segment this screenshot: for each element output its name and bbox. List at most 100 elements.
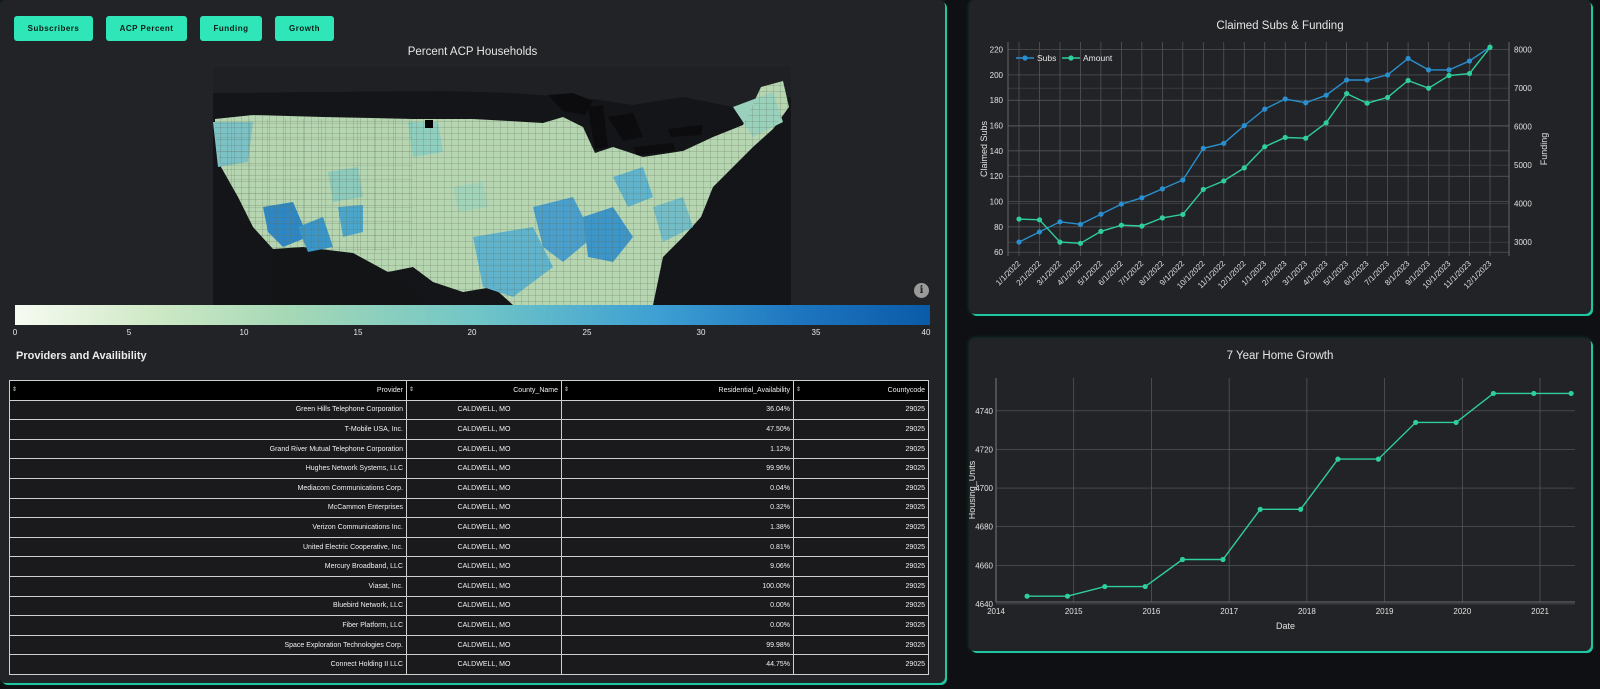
acp-map-panel: Subscribers ACP Percent Funding Growth P… bbox=[0, 0, 945, 683]
chart-title: Claimed Subs & Funding bbox=[1216, 20, 1344, 32]
table-row[interactable]: Connect Holding II LLC CALDWELL, MO 44.75%… bbox=[9, 654, 929, 675]
legend-label-subs: Subs bbox=[1037, 53, 1056, 63]
data-point-housing-units bbox=[1568, 390, 1574, 397]
series-line-housing-units bbox=[1027, 392, 1572, 597]
y-tick-label: 180 bbox=[990, 96, 1004, 105]
table-row[interactable]: Verizon Communications Inc. CALDWELL, MO 1… bbox=[9, 517, 929, 538]
table-row[interactable]: Mercury Broadband, LLC CALDWELL, MO 9.06% 2… bbox=[9, 556, 929, 577]
cell-countycode: 29025 bbox=[793, 634, 929, 656]
data-point-housing-units bbox=[1257, 506, 1263, 512]
table-row[interactable]: Mediacom Communications Corp. CALDWELL, M… bbox=[9, 477, 929, 499]
x-tick-label: 2014 bbox=[987, 607, 1005, 616]
cell-county-name: CALDWELL, MO bbox=[406, 556, 562, 577]
data-point-subs bbox=[1303, 100, 1309, 106]
home-growth-chart[interactable]: 4640 4660 4680 4700 4720 4740 2014 2015 2016 2017… bbox=[969, 338, 1591, 651]
table-row[interactable]: United Electric Cooperative, Inc. CALDWEL… bbox=[9, 536, 929, 558]
data-point-amount bbox=[1036, 217, 1043, 223]
data-point-housing-units bbox=[1142, 583, 1148, 590]
table-row[interactable]: T-Mobile USA, Inc. CALDWELL, MO 47.50% 2902… bbox=[9, 419, 929, 440]
legend-label-amount: Amount bbox=[1083, 53, 1113, 63]
claimed-subs-funding-chart[interactable]: 60 80 100 120 140 160 180 200 220 3000 4000 5000 600… bbox=[969, 0, 1591, 314]
subscribers-button[interactable]: Subscribers bbox=[14, 16, 93, 41]
growth-button[interactable]: Growth bbox=[275, 16, 334, 41]
column-header-countycode[interactable]: ⇕ Countycode bbox=[793, 380, 929, 401]
data-point-amount bbox=[1466, 70, 1473, 77]
cell-provider: McCammon Enterprises bbox=[9, 497, 407, 519]
cell-residential-availability: 0.32% bbox=[561, 497, 794, 519]
us-county-map bbox=[213, 67, 791, 305]
cell-countycode: 29025 bbox=[793, 595, 929, 617]
y-tick-label: 100 bbox=[990, 198, 1004, 207]
legend-marker bbox=[1022, 55, 1028, 61]
data-point-housing-units bbox=[1531, 390, 1537, 397]
cell-countycode: 29025 bbox=[793, 556, 929, 577]
colorbar-tick: 0 bbox=[12, 328, 18, 337]
column-header-provider[interactable]: ⇕ Provider bbox=[9, 380, 407, 401]
table-header-row: ⇕ Provider ⇕ County_Name ⇕ Residential_Avai… bbox=[9, 380, 929, 401]
sort-icon[interactable]: ⇕ bbox=[12, 387, 18, 393]
y-tick-label: 4660 bbox=[975, 561, 993, 570]
cell-provider: Verizon Communications Inc. bbox=[9, 517, 407, 538]
table-row[interactable]: Grand River Mutual Telephone Corporation… bbox=[9, 438, 929, 460]
legend-marker bbox=[1068, 55, 1074, 61]
cell-residential-availability: 0.00% bbox=[561, 595, 794, 617]
data-point-housing-units bbox=[1413, 419, 1419, 426]
sort-icon[interactable]: ⇕ bbox=[796, 387, 802, 393]
funding-button[interactable]: Funding bbox=[200, 16, 262, 41]
cell-countycode: 29025 bbox=[793, 477, 929, 499]
table-row[interactable]: Viasat, Inc. CALDWELL, MO 100.00% 29025 bbox=[9, 575, 929, 597]
data-point-amount bbox=[1303, 135, 1309, 141]
y-tick-label: 4740 bbox=[975, 407, 993, 416]
table-row[interactable]: McCammon Enterprises CALDWELL, MO 0.32% 290… bbox=[9, 497, 929, 519]
x-tick-label: 2016 bbox=[1143, 607, 1161, 616]
data-point-subs bbox=[1262, 106, 1268, 112]
cell-countycode: 29025 bbox=[793, 399, 929, 421]
cell-county-name: CALDWELL, MO bbox=[406, 419, 562, 440]
table-row[interactable]: Hughes Network Systems, LLC CALDWELL, MO 9… bbox=[9, 458, 929, 479]
table-row[interactable]: Fiber Platform, LLC CALDWELL, MO 0.00% 2902… bbox=[9, 615, 929, 636]
y2-axis-title: Funding bbox=[1539, 133, 1549, 166]
data-point-housing-units bbox=[1335, 456, 1341, 462]
data-point-subs bbox=[1159, 186, 1165, 192]
map-title: Percent ACP Households bbox=[407, 46, 538, 58]
map-info-icon[interactable]: i bbox=[914, 283, 929, 298]
data-point-amount bbox=[1221, 178, 1227, 184]
cell-provider: United Electric Cooperative, Inc. bbox=[9, 536, 407, 558]
data-point-amount bbox=[1446, 72, 1452, 79]
cell-countycode: 29025 bbox=[793, 458, 929, 479]
y2-tick-label: 5000 bbox=[1514, 161, 1532, 170]
colorbar-tick: 20 bbox=[467, 328, 477, 337]
cell-provider: Green Hills Telephone Corporation bbox=[9, 399, 407, 421]
y-tick-label: 120 bbox=[990, 172, 1004, 181]
column-header-county-name[interactable]: ⇕ County_Name bbox=[406, 380, 562, 401]
column-header-residential-availability[interactable]: ⇕ Residential_Availability bbox=[561, 380, 794, 401]
table-row[interactable]: Space Exploration Technologies Corp. CALD… bbox=[9, 634, 929, 656]
table-row[interactable]: Bluebird Network, LLC CALDWELL, MO 0.00% 29… bbox=[9, 595, 929, 617]
data-point-amount bbox=[1364, 100, 1370, 106]
data-point-amount bbox=[1405, 77, 1411, 84]
data-point-housing-units bbox=[1490, 390, 1496, 397]
cell-county-name: CALDWELL, MO bbox=[406, 497, 562, 519]
data-point-subs bbox=[1057, 219, 1063, 225]
data-point-amount bbox=[1098, 228, 1104, 234]
sort-icon[interactable]: ⇕ bbox=[409, 387, 415, 393]
acp-percent-button[interactable]: ACP Percent bbox=[106, 16, 187, 41]
x-tick-label: 2021 bbox=[1531, 607, 1549, 616]
data-point-amount bbox=[1057, 239, 1063, 245]
data-point-subs bbox=[1118, 201, 1124, 207]
y-tick-label: 200 bbox=[990, 71, 1004, 80]
sort-icon[interactable]: ⇕ bbox=[564, 387, 570, 393]
data-point-subs bbox=[1098, 211, 1104, 217]
cell-countycode: 29025 bbox=[793, 654, 929, 675]
y-tick-label: 4680 bbox=[975, 523, 993, 532]
cell-countycode: 29025 bbox=[793, 419, 929, 440]
data-point-amount bbox=[1344, 90, 1350, 97]
table-row[interactable]: Green Hills Telephone Corporation CALDWEL… bbox=[9, 399, 929, 421]
data-point-housing-units bbox=[1064, 593, 1071, 599]
x-tick-label: 2018 bbox=[1298, 607, 1316, 616]
x-axis-title: Date bbox=[1276, 621, 1295, 631]
cell-county-name: CALDWELL, MO bbox=[406, 477, 562, 499]
data-point-amount bbox=[1241, 165, 1247, 171]
choropleth-map[interactable] bbox=[213, 67, 791, 305]
cell-countycode: 29025 bbox=[793, 615, 929, 636]
